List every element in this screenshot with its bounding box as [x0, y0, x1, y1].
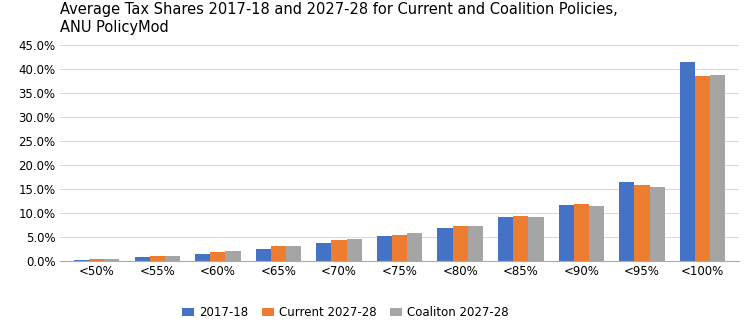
Bar: [286, 246, 301, 261]
Bar: [529, 217, 544, 261]
Bar: [256, 248, 271, 261]
Bar: [574, 204, 589, 261]
Bar: [134, 257, 150, 261]
Bar: [452, 226, 467, 261]
Bar: [74, 260, 89, 261]
Bar: [680, 62, 695, 261]
Bar: [195, 254, 210, 261]
Bar: [589, 206, 604, 261]
Bar: [498, 217, 513, 261]
Bar: [437, 228, 452, 261]
Bar: [225, 251, 241, 261]
Bar: [559, 205, 574, 261]
Bar: [210, 252, 225, 261]
Bar: [513, 216, 529, 261]
Legend: 2017-18, Current 2027-28, Coaliton 2027-28: 2017-18, Current 2027-28, Coaliton 2027-…: [177, 302, 513, 324]
Bar: [165, 256, 180, 261]
Bar: [317, 243, 332, 261]
Bar: [332, 240, 347, 261]
Bar: [104, 259, 119, 261]
Bar: [407, 233, 422, 261]
Bar: [634, 185, 649, 261]
Bar: [89, 259, 104, 261]
Bar: [710, 74, 725, 261]
Bar: [619, 182, 634, 261]
Bar: [347, 239, 362, 261]
Bar: [392, 235, 407, 261]
Bar: [467, 226, 483, 261]
Bar: [649, 187, 665, 261]
Bar: [150, 256, 165, 261]
Bar: [271, 246, 286, 261]
Text: Average Tax Shares 2017-18 and 2027-28 for Current and Coalition Policies,
ANU P: Average Tax Shares 2017-18 and 2027-28 f…: [60, 2, 618, 35]
Bar: [377, 236, 392, 261]
Bar: [695, 76, 710, 261]
